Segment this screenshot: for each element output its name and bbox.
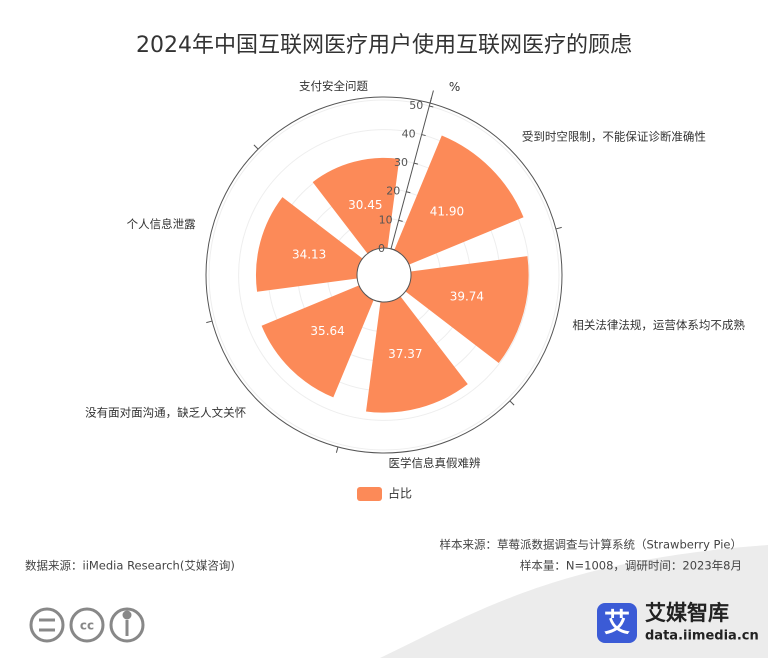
angle-tick <box>206 320 213 324</box>
license-icons <box>29 607 145 643</box>
r-tick <box>413 162 419 165</box>
category-label: 支付安全问题 <box>299 79 368 93</box>
brand-icon: 艾 <box>604 609 630 639</box>
r-tick-label: 50 <box>409 99 423 112</box>
grid-circle <box>238 129 530 421</box>
category-label: 相关法律法规，运营体系均不成熟 <box>572 318 745 332</box>
r-tick <box>406 191 411 194</box>
r-axis <box>390 90 434 250</box>
category-label: 个人信息泄露 <box>127 217 196 231</box>
brand-url: data.iimedia.cn <box>645 629 759 644</box>
r-tick-label: 0 <box>378 242 385 255</box>
chart-title: 2024年中国互联网医疗用户使用互联网医疗的顾虑 <box>136 33 632 58</box>
angle-tick <box>335 446 339 453</box>
value-label: 34.13 <box>292 247 326 261</box>
value-label: 37.37 <box>388 347 422 361</box>
angle-tick <box>253 144 259 150</box>
bar <box>312 157 400 254</box>
sample-source: 样本来源：草莓派数据调查与计算系统（Strawberry Pie） <box>439 538 742 552</box>
brand-name: 艾媒智库 <box>645 601 729 625</box>
category-label: 没有面对面沟通，缺乏人文关怀 <box>85 405 246 419</box>
bar <box>261 285 374 398</box>
sample-info: 样本量：N=1008，调研时间：2023年8月 <box>520 559 742 573</box>
outer-circle <box>205 96 563 454</box>
value-label: 41.90 <box>430 205 464 219</box>
legend-swatch[interactable] <box>357 487 382 501</box>
value-label: 39.74 <box>450 290 484 304</box>
value-label: 35.64 <box>310 324 344 338</box>
center-hole <box>356 247 412 303</box>
r-tick <box>398 219 403 222</box>
bar <box>394 135 524 265</box>
r-tick <box>390 248 396 251</box>
bar <box>366 296 468 413</box>
angle-tick <box>509 400 515 406</box>
data-source: 数据来源：iiMedia Research(艾媒咨询) <box>25 559 235 573</box>
r-tick <box>429 105 434 108</box>
brand-logo <box>597 603 637 643</box>
r-axis-label: % <box>449 80 460 94</box>
grid-circle <box>208 99 560 451</box>
category-label: 受到时空限制，不能保证诊断准确性 <box>522 130 706 144</box>
r-tick-label: 40 <box>402 128 416 141</box>
bar <box>255 197 363 292</box>
r-tick-label: 30 <box>394 156 408 169</box>
r-tick-label: 20 <box>386 185 400 198</box>
footer-wave <box>380 545 768 658</box>
value-label: 30.45 <box>348 198 382 212</box>
r-tick-label: 10 <box>379 213 393 226</box>
legend-label[interactable]: 占比 <box>388 486 412 501</box>
cc-text: cc <box>80 619 94 633</box>
category-label: 医学信息真假难辨 <box>388 456 480 470</box>
r-tick <box>421 134 426 137</box>
angle-tick <box>555 226 562 230</box>
bar <box>405 256 529 364</box>
